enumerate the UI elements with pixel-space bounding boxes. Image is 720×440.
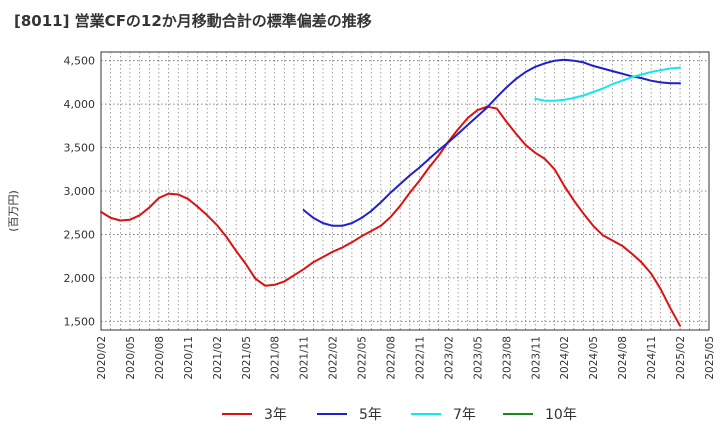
x-tick-label: 2024/11 (646, 336, 658, 380)
x-tick-label: 2023/02 (443, 336, 455, 380)
x-tick-label: 2021/11 (299, 336, 311, 380)
legend-label: 10年 (545, 407, 577, 423)
x-tick-label: 2024/08 (617, 336, 629, 380)
x-tick-label: 2020/11 (183, 336, 195, 380)
x-tick-label: 2022/02 (328, 336, 340, 380)
y-tick-label: 3,000 (64, 185, 96, 198)
series-line (534, 66, 681, 102)
y-axis: 1,500 2,000 2,500 3,000 3,500 4,000 4,500 (64, 55, 96, 329)
x-tick-label: 2024/02 (559, 336, 571, 380)
x-tick-label: 2023/08 (501, 336, 513, 380)
x-tick-label: 2020/05 (125, 336, 137, 380)
x-tick-label: 2020/02 (96, 336, 108, 380)
x-tick-label: 2022/05 (357, 336, 369, 380)
y-tick-label: 2,000 (64, 272, 96, 285)
x-tick-label: 2022/08 (386, 336, 398, 380)
x-axis: 2020/02 2020/05 2020/08 2020/11 2021/02 2021/… (96, 336, 716, 380)
legend: 3年 5年 7年 10年 (222, 407, 577, 423)
y-tick-label: 4,500 (64, 55, 96, 68)
x-tick-label: 2023/05 (472, 336, 484, 380)
legend-label: 7年 (453, 407, 476, 423)
y-tick-label: 1,500 (64, 315, 96, 328)
x-tick-label: 2021/02 (212, 336, 224, 380)
y-tick-label: 2,500 (64, 228, 96, 241)
legend-label: 5年 (359, 407, 382, 423)
series-line (302, 58, 681, 227)
x-tick-label: 2022/11 (414, 336, 426, 380)
series-lines (100, 58, 681, 327)
chart-title: [8011] 営業CFの12か月移動合計の標準偏差の推移 (14, 12, 372, 30)
y-tick-label: 4,000 (64, 98, 96, 111)
x-tick-label: 2020/08 (154, 336, 166, 380)
x-tick-label: 2024/05 (588, 336, 600, 380)
x-tick-label: 2025/02 (675, 336, 687, 380)
y-axis-label: (百万円) (7, 190, 20, 232)
x-tick-label: 2021/05 (241, 336, 253, 380)
grid-lines (101, 52, 709, 330)
y-tick-label: 3,500 (64, 142, 96, 155)
legend-label: 3年 (264, 407, 287, 423)
x-tick-label: 2025/05 (704, 336, 716, 380)
x-tick-label: 2023/11 (530, 336, 542, 380)
series-line (100, 105, 681, 327)
x-tick-label: 2021/08 (270, 336, 282, 380)
